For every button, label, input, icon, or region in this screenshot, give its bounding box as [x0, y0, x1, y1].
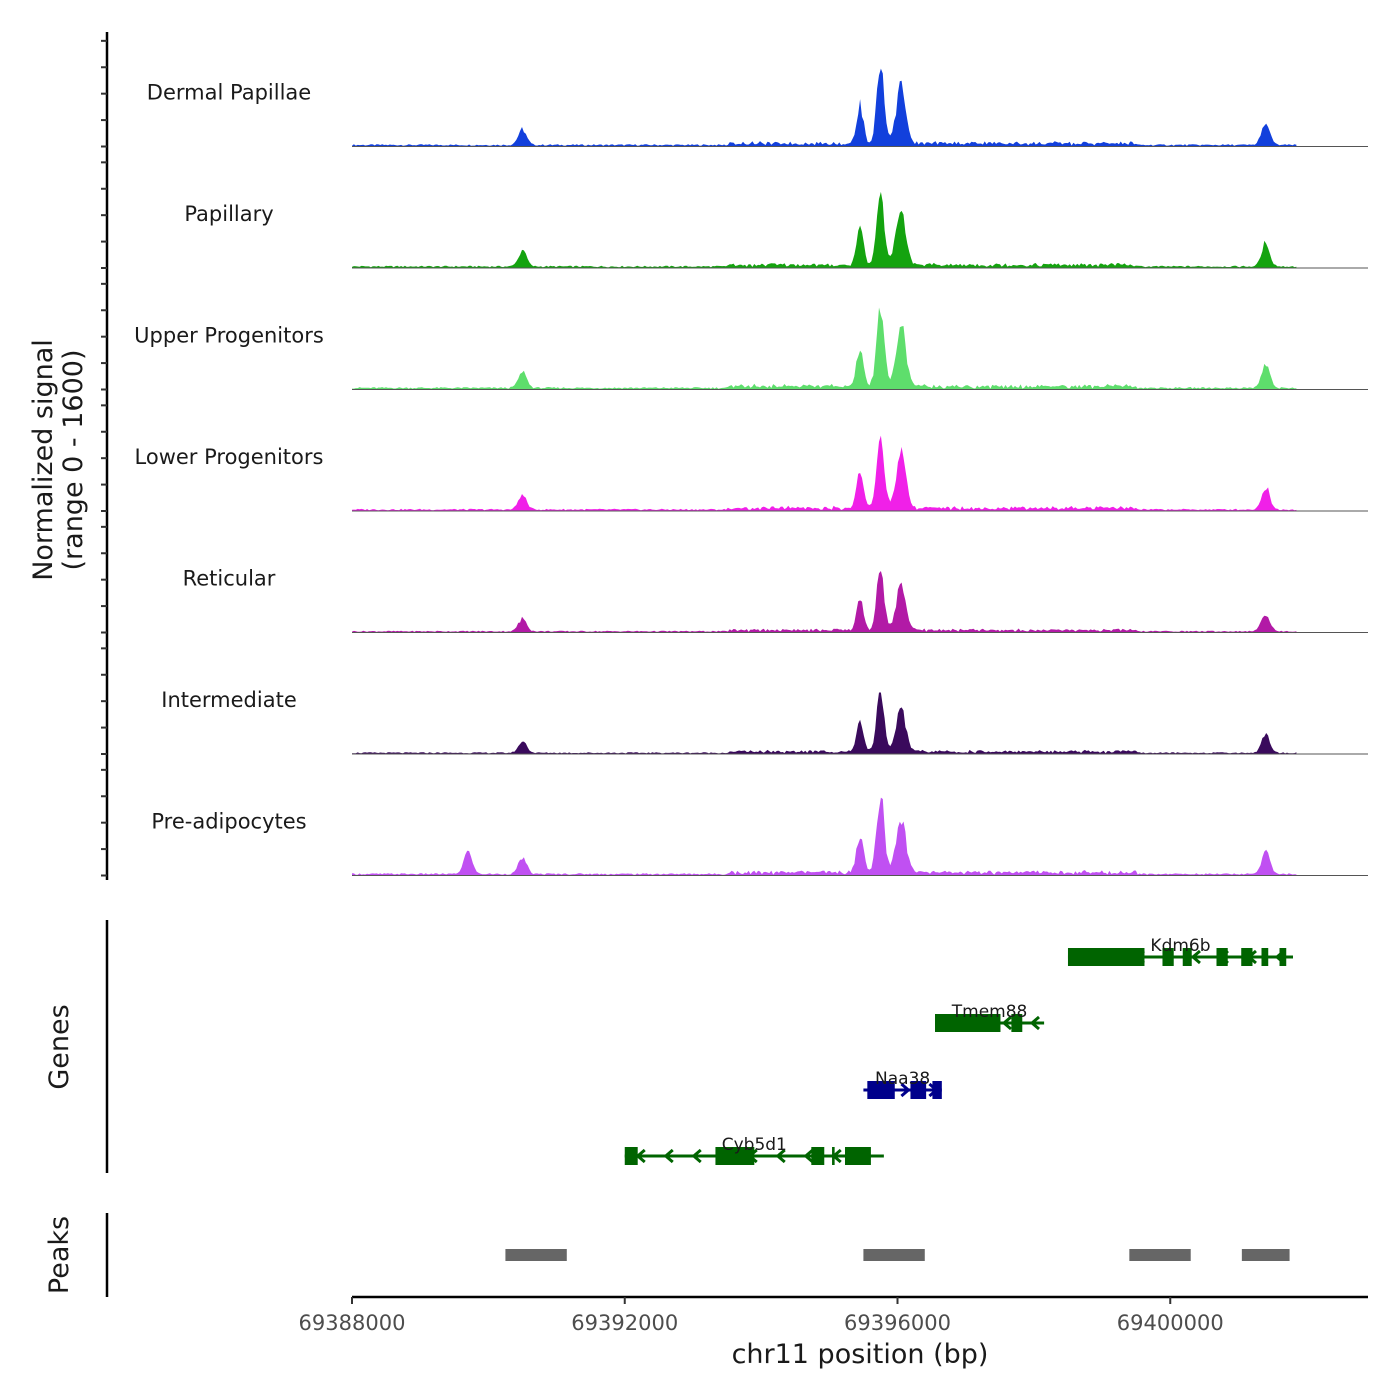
signal-area	[352, 191, 1297, 268]
track-label: Upper Progenitors	[134, 324, 324, 348]
strand-arrow-icon	[663, 1148, 674, 1164]
coverage-tracks: Dermal Papillae Papillary Upper Progenitor…	[134, 68, 1368, 876]
signal-area	[352, 435, 1297, 511]
gene-exon	[1011, 1014, 1023, 1032]
signal-area	[352, 307, 1297, 390]
gene-label: Naa38	[875, 1069, 930, 1089]
strand-arrow-icon	[1078, 949, 1089, 965]
signal-area	[352, 797, 1297, 876]
strand-arrow-icon	[859, 1148, 870, 1164]
gene-exon	[1162, 948, 1174, 966]
gene-exon	[910, 1081, 927, 1099]
strand-arrow-icon	[973, 1015, 984, 1031]
signal-area	[352, 68, 1297, 147]
track-papillary: Papillary	[184, 191, 1368, 269]
x-axis: 69388000 69392000 69396000 69400000	[299, 1295, 1368, 1335]
track-intermediate: Intermediate	[161, 688, 1368, 755]
strand-arrow-icon	[803, 1148, 814, 1164]
gene-tmem88: Tmem88	[935, 1002, 1045, 1032]
strand-arrow-icon	[900, 1082, 911, 1098]
strand-arrow-icon	[831, 1148, 842, 1164]
strand-arrow-icon	[1029, 1015, 1040, 1031]
y-axis-label-line2: (range 0 - 1600)	[58, 350, 89, 571]
strand-arrow-icon	[691, 1148, 702, 1164]
track-label: Intermediate	[161, 688, 297, 712]
gene-exon	[844, 1147, 871, 1165]
track-label: Papillary	[184, 202, 273, 226]
gene-label: Kdm6b	[1150, 936, 1210, 956]
gene-exon	[811, 1147, 825, 1165]
strand-arrow-icon	[945, 1015, 956, 1031]
track-label: Lower Progenitors	[135, 445, 324, 469]
peak-region	[1129, 1249, 1191, 1261]
strand-arrow-icon	[1162, 949, 1173, 965]
strand-arrow-icon	[1190, 949, 1201, 965]
gene-label: Tmem88	[951, 1002, 1028, 1022]
signal-area	[352, 571, 1297, 633]
genes-panel: Kdm6b Tmem88 Naa38 Cyb5d1	[105, 920, 1293, 1173]
gene-exon	[1279, 948, 1287, 966]
track-dermal-papillae: Dermal Papillae	[147, 68, 1368, 147]
signal-area	[352, 692, 1297, 754]
peak-region	[1241, 1249, 1290, 1261]
x-tick-label: 69392000	[571, 1311, 678, 1335]
strand-arrow-icon	[1106, 949, 1117, 965]
strand-arrow-icon	[872, 1082, 883, 1098]
strand-arrow-icon	[1134, 949, 1145, 965]
x-tick-label: 69396000	[844, 1311, 951, 1335]
strand-arrow-icon	[928, 1082, 939, 1098]
strand-arrow-icon	[635, 1148, 646, 1164]
gene-naa38: Naa38	[863, 1069, 942, 1099]
strand-arrow-icon	[1218, 949, 1229, 965]
strand-arrow-icon	[747, 1148, 758, 1164]
strand-arrow-icon	[1274, 949, 1285, 965]
strand-arrow-icon	[775, 1148, 786, 1164]
peaks-panel-label: Peaks	[44, 1216, 75, 1294]
gene-kdm6b: Kdm6b	[1067, 936, 1293, 966]
y-axis-label-line1: Normalized signal	[28, 339, 59, 581]
strand-arrow-icon	[719, 1148, 730, 1164]
x-axis-label: chr11 position (bp)	[732, 1339, 989, 1370]
left-axis	[101, 32, 109, 880]
track-upper-progenitors: Upper Progenitors	[134, 307, 1368, 390]
genes-panel-label: Genes	[44, 1004, 75, 1089]
gene-exon	[1182, 948, 1192, 966]
x-tick-label: 69388000	[299, 1311, 406, 1335]
gene-label: Cyb5d1	[722, 1135, 787, 1155]
track-pre-adipocytes: Pre-adipocytes	[151, 797, 1368, 876]
track-reticular: Reticular	[183, 567, 1368, 633]
x-tick-label: 69400000	[1117, 1311, 1224, 1335]
peak-region	[863, 1249, 925, 1261]
peak-region	[505, 1249, 567, 1261]
track-lower-progenitors: Lower Progenitors	[135, 435, 1368, 512]
gene-cyb5d1: Cyb5d1	[624, 1135, 884, 1165]
peaks-panel	[105, 1213, 1290, 1297]
track-label: Dermal Papillae	[147, 81, 311, 105]
track-label: Pre-adipocytes	[151, 810, 306, 834]
strand-arrow-icon	[1246, 949, 1257, 965]
gene-exon	[624, 1147, 638, 1165]
track-label: Reticular	[183, 567, 276, 591]
gene-exon	[1261, 948, 1269, 966]
strand-arrow-icon	[1001, 1015, 1012, 1031]
